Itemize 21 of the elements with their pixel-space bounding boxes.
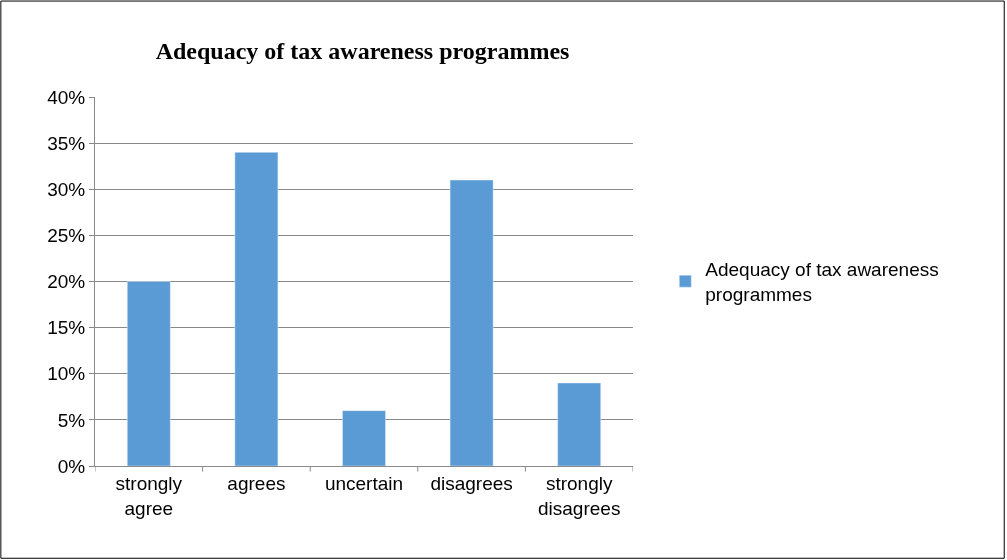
legend-label: Adequacy of tax awareness programmes: [705, 259, 939, 305]
bar: [342, 410, 386, 466]
y-tick-label: 25%: [47, 225, 86, 247]
bar: [127, 281, 171, 466]
x-tick-label: disagrees: [430, 472, 513, 494]
y-tick-label: 0%: [57, 455, 86, 477]
bar: [449, 179, 494, 466]
y-tick-label: 40%: [47, 86, 86, 108]
x-tick-label: strongly agree: [115, 472, 183, 519]
y-tick-label: 30%: [47, 178, 86, 200]
x-tick-label: agrees: [227, 472, 286, 494]
y-tick-label: 20%: [47, 271, 86, 293]
x-tick-label: strongly disagrees: [538, 472, 621, 519]
bar: [234, 152, 279, 466]
x-tick-label: uncertain: [324, 472, 404, 494]
y-tick-label: 15%: [47, 317, 86, 339]
y-tick-label: 10%: [47, 363, 86, 385]
y-tick-label: 35%: [47, 132, 86, 154]
y-tick-label: 5%: [57, 409, 86, 431]
chart-title: Adequacy of tax awareness programmes: [155, 37, 570, 64]
bar: [557, 382, 601, 466]
